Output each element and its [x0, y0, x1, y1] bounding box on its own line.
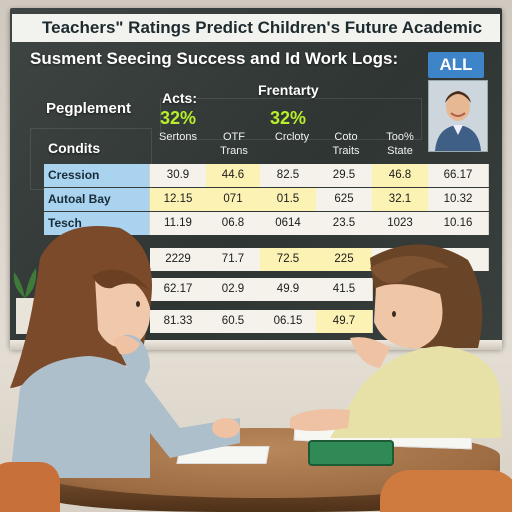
table-cell: 11.19 — [150, 212, 207, 235]
board-title-line-2: Susment Seecing Success and Id Work Logs… — [30, 49, 399, 68]
table-cell: 66.17 — [428, 164, 489, 187]
table-cell: 72.5 — [260, 248, 317, 271]
label-frentarty: Frentarty — [258, 82, 319, 98]
row-label: Cression — [44, 164, 150, 187]
table-cell: 44.6 — [206, 164, 261, 187]
percent-right: 32% — [270, 108, 307, 128]
table-cell: 1023 — [372, 212, 429, 235]
table-cell: 62.17 — [150, 278, 207, 301]
table-cell: 82.5 — [260, 164, 317, 187]
table-cell: 2229 — [150, 248, 207, 271]
column-header: OTF Trans — [220, 131, 248, 157]
girl-figure — [10, 226, 240, 478]
chair — [380, 470, 512, 512]
table-cell: 46.8 — [372, 164, 429, 187]
table-cell: 81.33 — [150, 310, 207, 333]
row-label: Autoal Bay — [44, 188, 150, 211]
table-cell: 625 — [316, 188, 373, 211]
table-cell: 06.15 — [260, 310, 317, 333]
table-cell: 02.9 — [206, 278, 261, 301]
label-condits: Condits — [48, 140, 101, 156]
table-cell: 29.5 — [316, 164, 373, 187]
column-header: Too% State — [386, 131, 414, 157]
person-portrait-icon — [429, 81, 487, 151]
board-title-line-1: Teachers" Ratings Predict Children's Fut… — [12, 14, 500, 42]
all-badge: ALL — [428, 52, 484, 78]
label-acts: Acts: — [162, 90, 198, 106]
table-cell: 60.5 — [206, 310, 261, 333]
column-header: Crcloty — [274, 131, 310, 143]
table-cell: 225 — [316, 248, 373, 271]
table-cell: 01.5 — [260, 188, 317, 211]
calculator-icon — [308, 440, 394, 466]
table-cell: 41.5 — [316, 278, 373, 301]
chair — [0, 462, 60, 512]
table-cell: 30.9 — [150, 164, 207, 187]
percent-left: 32% — [160, 108, 197, 128]
row-label: Tesch — [44, 212, 150, 235]
table-cell: 10.32 — [428, 188, 489, 211]
table-cell: 12.15 — [150, 188, 207, 211]
table-cell: 23.5 — [316, 212, 373, 235]
table-cell: 0614 — [260, 212, 317, 235]
table-cell: 32.1 — [372, 188, 429, 211]
teacher-portrait — [428, 80, 488, 152]
table-cell: 071 — [206, 188, 261, 211]
column-header: Coto Traits — [332, 131, 360, 157]
board-ledge — [10, 340, 502, 350]
table-cell: 49.7 — [316, 310, 373, 333]
table-cell: 06.8 — [206, 212, 261, 235]
girl-figure-right — [290, 244, 502, 438]
table-cell: 49.9 — [260, 278, 317, 301]
table-cell: 10.16 — [428, 212, 489, 235]
column-header: Sertons — [159, 131, 197, 143]
label-pegplement: Pegplement — [46, 100, 132, 117]
